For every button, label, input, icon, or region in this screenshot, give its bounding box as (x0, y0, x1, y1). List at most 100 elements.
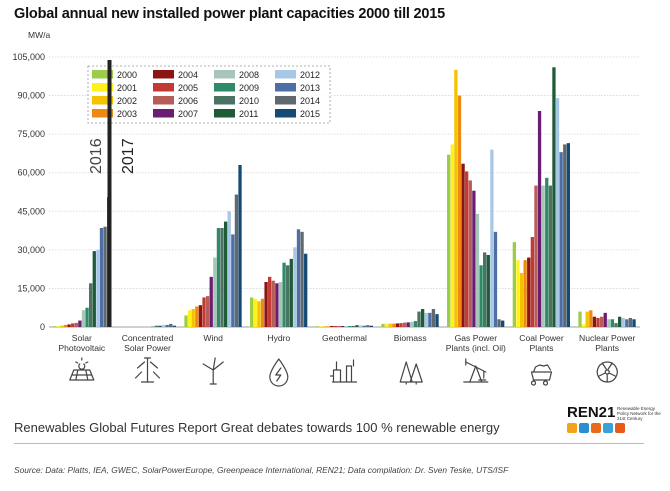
y-tick-label: 105,000 (12, 52, 45, 62)
legend-label: 2000 (117, 70, 137, 80)
legend-label: 2013 (300, 83, 320, 93)
bar-2002 (519, 273, 524, 327)
bar-2013 (428, 312, 432, 327)
y-tick-label: 0 (40, 322, 45, 332)
icon-path (202, 357, 224, 385)
bar-2014 (103, 226, 107, 327)
bar-2008 (278, 282, 283, 327)
bar-2010 (89, 283, 93, 327)
y-tick-label: 30,000 (17, 245, 45, 255)
x-tick-label: Biomass (394, 333, 427, 343)
icon-path (530, 364, 553, 386)
bar-2000 (447, 154, 451, 327)
x-tick-label: Coal Power Plants (519, 333, 564, 353)
coal-cart-icon (530, 364, 553, 386)
bar-2011 (92, 251, 96, 327)
bar-2006 (468, 180, 472, 327)
bar-2003 (63, 324, 68, 327)
bar-2012 (358, 325, 363, 327)
bar-2014 (169, 323, 173, 327)
sun-icon (567, 423, 577, 433)
bar-2011 (289, 258, 293, 327)
geothermal-plant-icon (329, 359, 358, 383)
bar-2013 (362, 325, 366, 327)
bar-2014 (431, 309, 436, 327)
legend-swatch (275, 109, 296, 118)
bar-2015 (566, 143, 570, 327)
bar-2005 (71, 323, 75, 327)
year-annotations: 2016 2017 (88, 60, 137, 327)
bar-2014 (628, 318, 633, 327)
bar-2012 (555, 98, 560, 327)
bar-2000 (184, 315, 188, 327)
legend-swatch (214, 109, 235, 118)
bar-2007 (209, 276, 213, 327)
bar-2013 (165, 324, 169, 327)
bar-2000 (315, 326, 319, 327)
bar-2008 (541, 185, 545, 327)
legend-label: 2003 (117, 109, 137, 119)
bar-2008 (81, 310, 86, 327)
bar-2010 (548, 185, 552, 327)
bar-2014 (300, 231, 304, 327)
bar-2010 (220, 228, 224, 327)
legend-swatch (92, 70, 113, 79)
bar-2001 (516, 260, 520, 327)
legend-swatch (214, 96, 235, 105)
legend-swatch (92, 109, 113, 118)
bar-2007 (340, 325, 345, 327)
x-tick-label: Concentrated Solar Power (122, 333, 174, 353)
legend-label: 2004 (178, 70, 198, 80)
legend-label: 2008 (239, 70, 259, 80)
bar-2010 (154, 325, 158, 327)
y-tick-label: 75,000 (17, 129, 45, 139)
footer-divider (14, 443, 644, 444)
bar-2004 (264, 282, 268, 327)
bar-2013 (559, 152, 563, 327)
bar-2006 (205, 296, 210, 327)
legend-label: 2012 (300, 70, 320, 80)
icon-path (329, 359, 358, 383)
oil-pump-icon (463, 358, 489, 383)
legend-label: 2006 (178, 96, 198, 106)
icon-path (69, 357, 95, 381)
annotation-2017: 2017 (120, 138, 137, 174)
bar-2008 (475, 213, 480, 327)
bar-2011 (158, 325, 162, 327)
bar-2010 (614, 323, 618, 327)
bar-2008 (344, 325, 348, 327)
bar-2013 (99, 228, 104, 327)
bar-2003 (589, 310, 593, 327)
bar-2004 (461, 163, 465, 327)
bar-2004 (592, 316, 597, 327)
bar-2008 (410, 321, 414, 327)
bar-2005 (596, 318, 600, 327)
bar-2004 (395, 323, 400, 327)
bar-2012 (621, 318, 625, 327)
bar-2008 (213, 257, 217, 327)
hydro-drop-icon (269, 358, 289, 387)
bar-2012 (293, 247, 297, 327)
bar-2010 (417, 311, 421, 327)
legend-label: 2005 (178, 83, 198, 93)
bar-2012 (490, 149, 494, 327)
bar-2009 (610, 319, 615, 327)
legend-swatch (275, 96, 296, 105)
bar-2013 (231, 234, 235, 327)
x-tick-label: Solar Photovoltaic (58, 333, 106, 353)
icon-path (463, 358, 489, 383)
legend-swatch (275, 70, 296, 79)
bar-2012 (161, 324, 166, 327)
bar-2007 (603, 312, 607, 327)
icon-path (399, 361, 423, 385)
ren21-icon-strip (567, 423, 625, 433)
x-tick-label: Gas Power Plants (incl. Oil) (446, 333, 506, 353)
icon-path (269, 358, 289, 387)
bar-2002 (191, 309, 195, 327)
legend-label: 2010 (239, 96, 259, 106)
legend-swatch (153, 83, 174, 92)
bar-2003 (523, 260, 527, 327)
bar-2009 (479, 265, 483, 327)
legend-label: 2002 (117, 96, 137, 106)
bar-2005 (530, 237, 534, 327)
